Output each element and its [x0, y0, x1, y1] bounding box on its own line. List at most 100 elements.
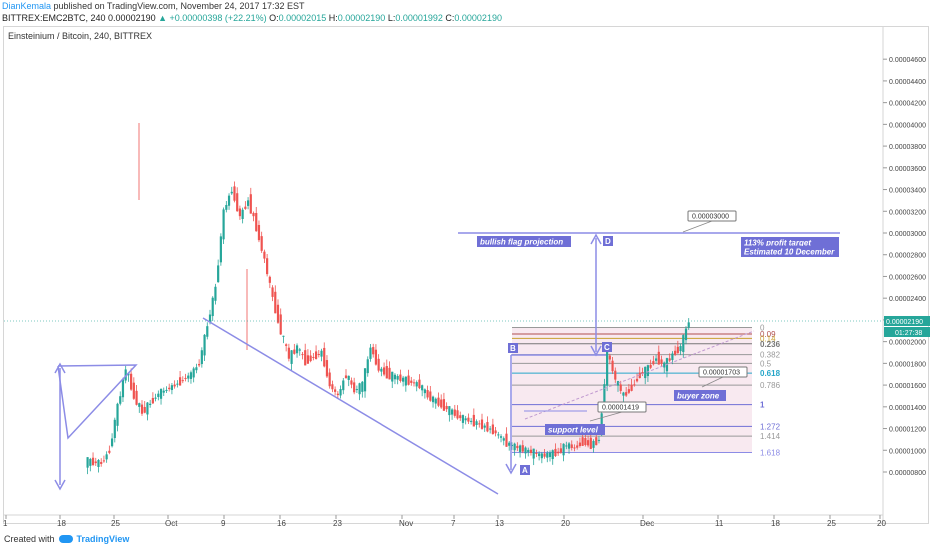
candle-body: [377, 358, 380, 371]
candle-body: [627, 389, 630, 393]
candle-body: [86, 457, 89, 468]
point-c-label-bg: [602, 342, 612, 352]
tradingview-cloud-icon: [58, 535, 73, 543]
support-level-label: support level: [548, 426, 599, 435]
countdown-tag: [884, 326, 930, 337]
triangle-pattern: [57, 364, 138, 440]
current-price-label: 0.00002190: [886, 319, 923, 326]
fib-level-label: 1.414: [760, 432, 781, 441]
candle-body: [638, 372, 641, 379]
point-d-label-bg: [603, 236, 613, 246]
candle-body: [293, 349, 296, 354]
candle-body: [589, 437, 592, 449]
candle-body: [208, 314, 212, 323]
chart-frame[interactable]: [3, 26, 929, 524]
candle-body: [282, 335, 285, 337]
candle-body: [426, 390, 429, 398]
candle-body: [622, 392, 625, 396]
candle-body: [516, 445, 519, 449]
y-tick-label: 0.00003800: [889, 144, 926, 151]
candle-body: [165, 389, 168, 391]
author-link[interactable]: DianKemala: [2, 1, 52, 11]
candle-body: [486, 422, 489, 432]
candle-body: [603, 384, 606, 407]
candle-body: [146, 402, 149, 415]
fib-level-label: 0.786: [760, 381, 781, 390]
candle-body: [518, 445, 522, 453]
target-date-label: Estimated 10 December: [744, 248, 835, 257]
candle-body: [567, 443, 571, 449]
y-tick-label: 0.00002000: [889, 340, 926, 347]
y-tick-label: 0.00001000: [889, 448, 926, 455]
candle-body: [393, 374, 397, 380]
candle-body: [472, 414, 475, 427]
candle-body: [295, 345, 299, 354]
candle-body: [252, 212, 255, 217]
candle-body: [154, 397, 157, 399]
candle-body: [657, 351, 660, 365]
support-price-callout: 0.00001419: [602, 405, 639, 412]
candle-body: [453, 409, 456, 416]
candle-body: [483, 425, 486, 428]
candle-body: [285, 344, 288, 346]
candle-body: [238, 208, 242, 217]
candle-body: [334, 389, 337, 392]
x-tick-label: 23: [333, 519, 342, 528]
symbol-label: BITTREX:EMC2BTC, 240: [2, 13, 106, 23]
fib-level-label: 0.618: [760, 369, 781, 378]
candle-body: [402, 377, 405, 382]
high-value: 0.00002190: [337, 13, 386, 23]
candle-body: [287, 347, 290, 359]
candle-body: [527, 449, 530, 453]
candle-body: [508, 442, 511, 446]
candle-body: [382, 367, 386, 375]
candle-body: [497, 434, 500, 436]
candle-body: [478, 423, 481, 425]
candle-body: [97, 460, 100, 467]
candle-body: [151, 397, 154, 404]
candle-body: [214, 286, 217, 301]
candle-body: [679, 346, 682, 352]
candle-body: [421, 385, 424, 391]
candle-body: [682, 335, 685, 353]
candle-body: [181, 380, 184, 382]
candle-body: [195, 367, 198, 371]
candle-body: [91, 457, 95, 465]
close-value: 0.00002190: [454, 13, 502, 23]
candle-body: [524, 447, 527, 454]
candle-body: [366, 359, 369, 374]
candle-body: [608, 355, 611, 360]
candle-body: [399, 374, 402, 381]
candle-body: [597, 439, 601, 441]
candle-body: [189, 372, 193, 379]
publish-info: DianKemala published on TradingView.com,…: [2, 1, 305, 11]
candle-body: [328, 372, 331, 387]
ohlc-bar: BITTREX:EMC2BTC, 240 0.00002190 ▲ +0.000…: [2, 13, 502, 23]
candle-body: [187, 375, 190, 379]
candle-body: [325, 360, 329, 377]
x-tick-label: 20: [561, 519, 570, 528]
y-tick-label: 0.00001200: [889, 427, 926, 434]
candle-body: [290, 350, 293, 364]
y-tick-label: 0.00003400: [889, 188, 926, 195]
y-tick-label: 0.00004600: [889, 57, 926, 64]
candle-body: [274, 291, 277, 314]
candle-body: [113, 419, 116, 439]
candle-body: [132, 382, 135, 399]
y-tick-label: 0.00001400: [889, 405, 926, 412]
candle-body: [233, 186, 236, 201]
buyer-price-callout-pointer: [701, 376, 724, 388]
x-tick-label: Dec: [640, 519, 654, 528]
candle-body: [241, 209, 244, 219]
candle-body: [176, 383, 179, 385]
candle-body: [576, 445, 579, 448]
candle-body: [584, 438, 587, 446]
x-tick-label: Oct: [165, 519, 178, 528]
candle-body: [687, 322, 690, 328]
flag-projection-label-bg: [477, 236, 571, 247]
tradingview-logo-link[interactable]: TradingView: [76, 534, 130, 544]
point-b-label: B: [510, 344, 516, 353]
candle-body: [149, 403, 152, 406]
candle-body: [551, 450, 554, 460]
